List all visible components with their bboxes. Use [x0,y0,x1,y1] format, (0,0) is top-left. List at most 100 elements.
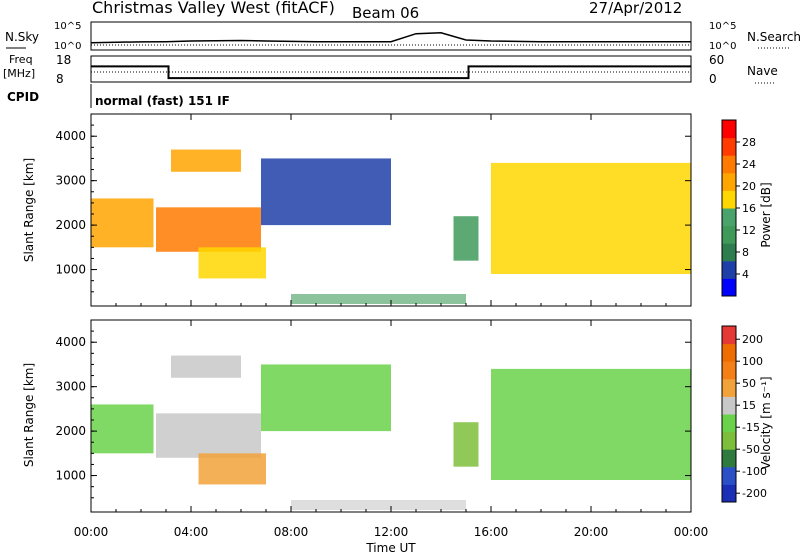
freq-series-line [91,65,691,80]
velocity-y-axis: 1000 2000 3000 4000 [55,330,691,499]
velocity-cbar-label-7: -200 [742,487,767,500]
time-tick-label-4: 16:00 [474,525,509,539]
freq-tick-top-left: 18 [56,53,71,67]
power-cbar-swatch-2 [722,243,736,262]
power-region-4 [261,158,391,226]
power-cbar-label-3: 16 [742,202,756,215]
power-cbar-label: Power [dB] [759,182,773,247]
nsky-tick-top-left: 10^5 [54,21,81,32]
power-panel: 1000 2000 3000 4000 Slant Range [km] 4 8 12 16… [22,113,773,307]
power-ytick-label-1: 2000 [55,218,86,232]
velocity-cbar-swatch-9 [722,326,736,345]
velocity-cbar-swatch-5 [722,396,736,415]
velocity-cbar-frame [721,325,737,503]
power-cbar-swatch-4 [722,208,736,227]
velocity-region-4 [261,364,391,432]
power-cbar-label-4: 20 [742,180,756,193]
nave-tick-bottom-right: 0 [709,72,717,86]
velocity-region-3 [198,453,266,485]
power-x-ticks [90,114,692,306]
power-ylabel: Slant Range [km] [22,158,36,262]
velocity-ytick-label-3: 4000 [55,335,86,349]
velocity-cbar-swatch-6 [722,378,736,397]
power-region-6 [491,162,691,274]
nsky-panel: N.Sky 10^5 10^0 10^5 10^0 N.Search [5,21,800,52]
date-title: 27/Apr/2012 [589,0,682,17]
nave-label: Nave [747,64,778,78]
time-tick-label-1: 04:00 [174,525,209,539]
power-cbar-label-6: 28 [742,136,756,149]
power-region-3 [198,247,266,279]
cpid-text: normal (fast) 151 IF [95,94,230,108]
nsky-series-line [90,32,691,44]
power-cbar-label-0: 4 [742,268,749,281]
velocity-region-6 [491,368,691,480]
time-axis: 00:00 04:00 08:00 12:00 16:00 20:00 00:00 [74,525,709,539]
nsky-label: N.Sky [5,30,39,44]
power-cbar-swatch-8 [722,137,736,156]
velocity-cbar-swatch-1 [722,466,736,485]
freq-frame [90,55,692,83]
nsky-tick-bottom-right: 10^0 [709,41,736,52]
velocity-cbar-label-1: 100 [742,355,763,368]
velocity-ytick-label-1: 2000 [55,424,86,438]
velocity-data-regions [91,355,691,510]
velocity-cbar-swatch-2 [722,449,736,468]
freq-unit: [MHz] [3,67,35,80]
freq-label: Freq [9,53,33,66]
velocity-cbar-swatch-4 [722,414,736,433]
power-ground-scatter [291,294,466,304]
velocity-cbar-label: Velocity [m s⁻¹] [759,376,773,469]
velocity-cbar-label-6: -100 [742,465,767,478]
cpid-label: CPID [7,90,39,104]
power-ytick-label-0: 1000 [55,263,86,277]
velocity-region-0 [91,404,154,454]
power-ytick-label-3: 4000 [55,129,86,143]
power-cbar-swatch-3 [722,225,736,244]
velocity-cbar-label-4: -15 [742,421,760,434]
beam-title: Beam 06 [352,4,419,22]
time-tick-label-2: 08:00 [274,525,309,539]
time-tick-label-5: 20:00 [574,525,609,539]
velocity-region-1 [156,413,261,458]
power-cbar-label-5: 24 [742,158,756,171]
time-tick-label-6: 00:00 [674,525,709,539]
power-cbar-swatch-0 [722,278,736,297]
velocity-ytick-label-2: 3000 [55,380,86,394]
velocity-cbar-label-5: -50 [742,443,760,456]
velocity-cbar-label-0: 200 [742,333,763,346]
time-axis-label: Time UT [365,541,416,554]
freq-tick-bottom-left: 8 [56,72,64,86]
velocity-region-2 [171,355,241,378]
power-y-axis: 1000 2000 3000 4000 [55,124,691,293]
power-colorbar: 4 8 12 16 20 24 28 [721,119,756,297]
power-region-1 [156,207,261,252]
power-region-5 [453,216,479,261]
velocity-colorbar: 200 100 50 15 -15 -50 -100 -200 [721,325,767,503]
power-cbar-swatch-1 [722,260,736,279]
power-region-2 [171,149,241,172]
freq-panel: Freq [MHz] 18 8 60 0 Nave [3,53,778,86]
velocity-ylabel: Slant Range [km] [22,363,36,467]
velocity-panel: 1000 2000 3000 4000 Slant Range [km] 200 100… [22,319,773,513]
power-cbar-label-2: 12 [742,224,756,237]
velocity-cbar-swatch-0 [722,484,736,503]
power-cbar-swatch-5 [722,190,736,209]
power-cbar-swatch-7 [722,155,736,174]
velocity-ground-scatter [291,500,466,510]
velocity-cbar-swatch-8 [722,343,736,362]
velocity-region-5 [453,422,479,467]
time-tick-label-3: 12:00 [374,525,409,539]
velocity-cbar-label-3: 15 [742,399,756,412]
nsky-tick-bottom-left: 10^0 [54,41,81,52]
nave-tick-top-right: 60 [709,53,724,67]
power-cbar-label-1: 8 [742,246,749,259]
power-region-0 [91,198,154,248]
velocity-cbar-swatch-3 [722,431,736,450]
power-data-regions [91,149,691,304]
velocity-cbar-label-2: 50 [742,377,756,390]
nsky-tick-top-right: 10^5 [709,21,736,32]
nsky-frame [90,21,692,51]
velocity-x-ticks [90,320,692,512]
